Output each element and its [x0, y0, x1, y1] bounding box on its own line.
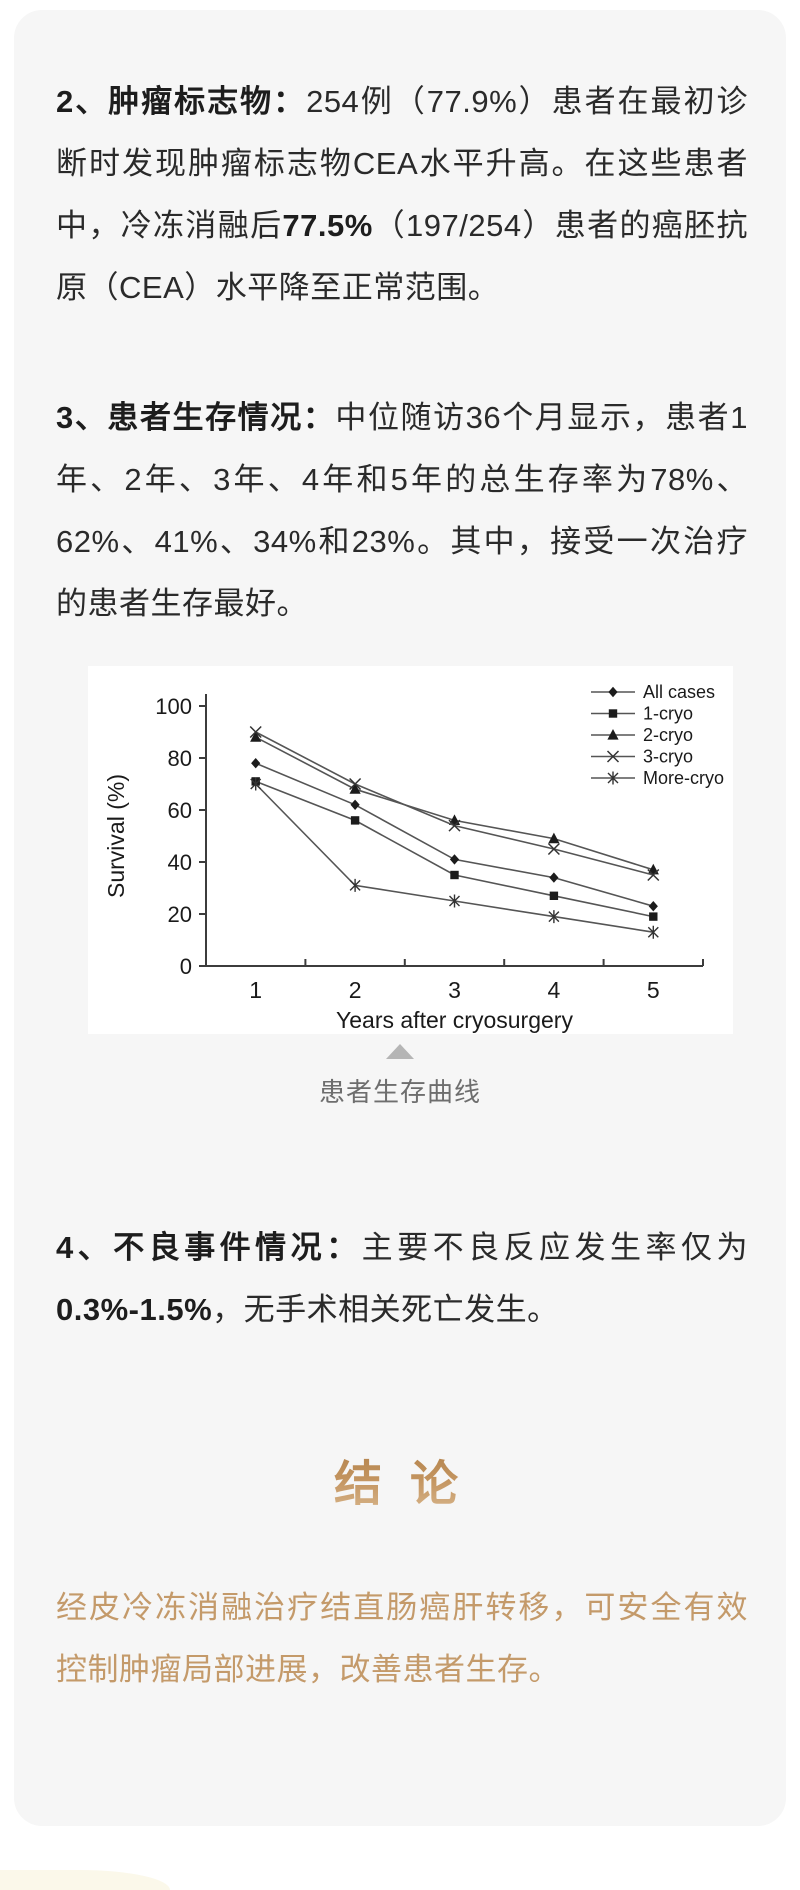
svg-text:1-cryo: 1-cryo	[643, 704, 693, 724]
svg-text:5: 5	[647, 977, 660, 1003]
svg-text:0: 0	[180, 954, 192, 979]
paragraph-adverse-events-bold-value: 0.3%-1.5%	[56, 1292, 213, 1327]
svg-text:3: 3	[448, 977, 461, 1003]
paragraph-tumor-marker-text: 254例（77.9%）患者在最初诊断时发现肿瘤标志物CEA水平升高。在这些患者中…	[56, 84, 748, 243]
svg-text:Survival (%): Survival (%)	[103, 774, 129, 898]
svg-text:100: 100	[155, 694, 192, 719]
paragraph-adverse-events: 4、不良事件情况：主要不良反应发生率仅为 0.3%-1.5%，无手术相关死亡发生。	[56, 1217, 748, 1341]
svg-text:20: 20	[168, 902, 192, 927]
paragraph-adverse-events-label: 4、不良事件情况：	[56, 1230, 362, 1265]
paragraph-tumor-marker-bold-value: 77.5%	[282, 208, 373, 243]
paragraph-tumor-marker-text-end: （197/254）患者的癌胚抗原（CEA）水平降至正常范围。	[56, 208, 748, 305]
decorative-blob	[0, 1870, 170, 1890]
figure-caption: 患者生存曲线	[318, 1077, 481, 1107]
survival-chart: 0 20 40 60 80 100 1 2 3 4 5 Years after cryosurgery…	[103, 682, 724, 1033]
svg-text:3-cryo: 3-cryo	[643, 747, 693, 767]
figure-pointer	[14, 1044, 786, 1059]
svg-text:2-cryo: 2-cryo	[643, 725, 693, 745]
svg-text:60: 60	[168, 798, 192, 823]
conclusion-text: 经皮冷冻消融治疗结直肠癌肝转移，可安全有效控制肿瘤局部进展，改善患者生存。	[56, 1590, 748, 1687]
survival-chart-panel: 0 20 40 60 80 100 1 2 3 4 5 Years after cryosurgery…	[88, 666, 733, 1034]
paragraph-tumor-marker: 2、肿瘤标志物：254例（77.9%）患者在最初诊断时发现肿瘤标志物CEA水平升…	[56, 71, 748, 319]
svg-text:40: 40	[168, 850, 192, 875]
svg-text:All cases: All cases	[643, 682, 715, 702]
content-card: 2、肿瘤标志物：254例（77.9%）患者在最初诊断时发现肿瘤标志物CEA水平升…	[14, 10, 786, 1826]
svg-text:4: 4	[548, 977, 561, 1003]
svg-text:1: 1	[249, 977, 262, 1003]
paragraph-adverse-events-text-end: ，无手术相关死亡发生。	[212, 1292, 559, 1327]
paragraph-survival-label: 3、患者生存情况：	[56, 400, 336, 435]
conclusion-title: 结 论	[14, 1444, 786, 1514]
svg-text:More-cryo: More-cryo	[643, 768, 724, 788]
triangle-up-icon	[386, 1044, 414, 1059]
paragraph-adverse-events-text: 主要不良反应发生率仅为	[361, 1230, 748, 1265]
paragraph-tumor-marker-label: 2、肿瘤标志物：	[56, 84, 307, 119]
svg-text:80: 80	[168, 746, 192, 771]
paragraph-survival: 3、患者生存情况：中位随访36个月显示，患者1年、2年、3年、4年和5年的总生存…	[56, 387, 748, 635]
svg-text:Years after cryosurgery: Years after cryosurgery	[336, 1007, 573, 1033]
svg-text:2: 2	[349, 977, 362, 1003]
paragraph-survival-text: 中位随访36个月显示，患者1年、2年、3年、4年和5年的总生存率为78%、62%…	[56, 400, 748, 621]
